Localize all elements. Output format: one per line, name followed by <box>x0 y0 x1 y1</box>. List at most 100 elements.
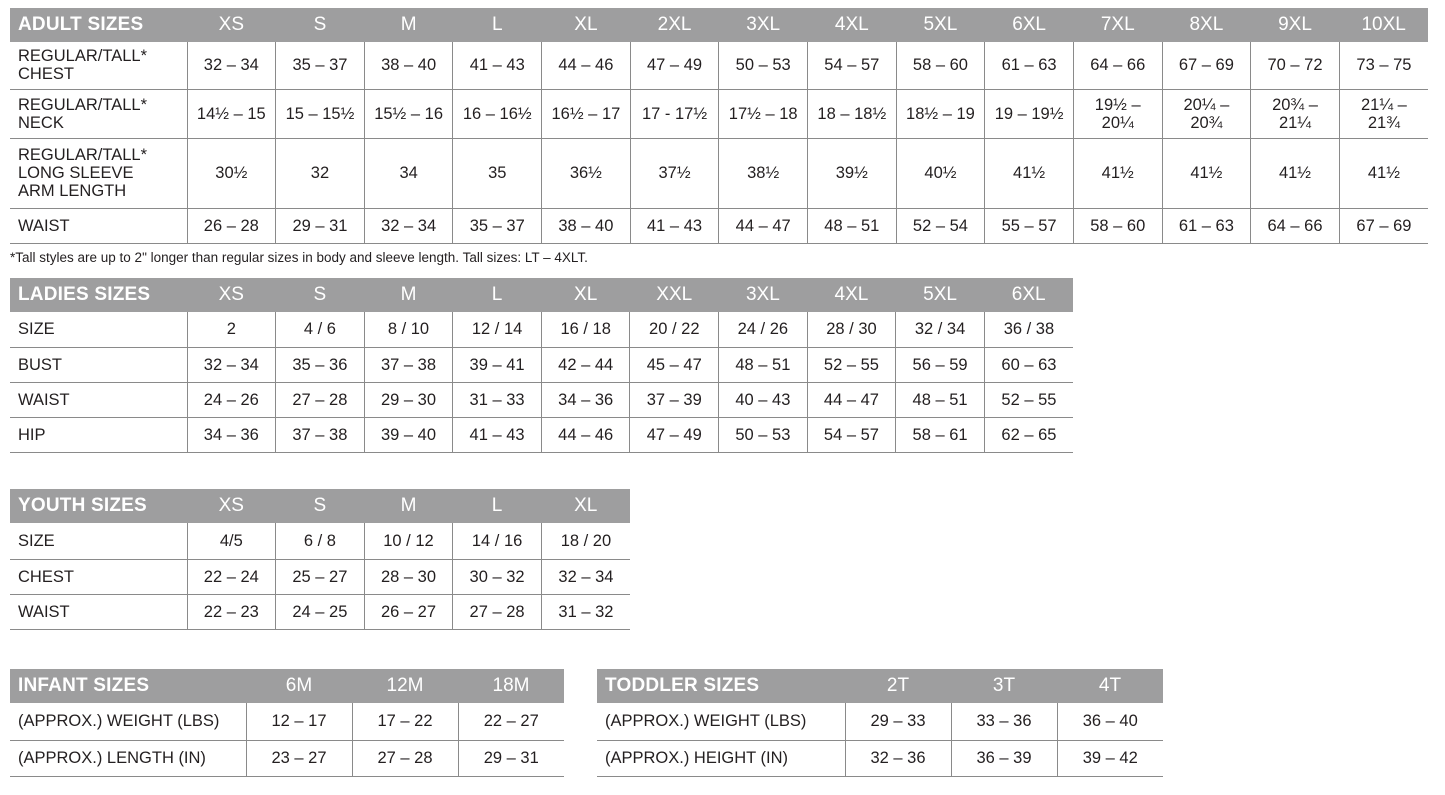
size-value: 54 – 57 <box>806 417 896 453</box>
header-row: YOUTH SIZES XS S M L XL <box>10 489 630 523</box>
size-value: 41½ <box>1072 138 1163 209</box>
size-value: 8 / 10 <box>363 312 453 348</box>
size-value: 31 – 32 <box>540 594 630 630</box>
size-value: 18½ – 19 <box>895 89 985 139</box>
size-value: 31 – 33 <box>452 382 542 418</box>
size-value: 47 – 49 <box>629 42 719 90</box>
size-header: 6M <box>246 669 352 703</box>
size-value: 41 – 43 <box>629 208 719 244</box>
size-value: 24 – 25 <box>275 594 365 630</box>
table-title: ADULT SIZES <box>10 8 188 42</box>
size-value: 32 / 34 <box>895 312 985 348</box>
size-header: 4XL <box>807 8 897 42</box>
row-label: (APPROX.) WEIGHT (LBS) <box>10 703 246 741</box>
size-value: 32 – 36 <box>844 740 951 777</box>
size-header: 3T <box>951 669 1057 703</box>
row-label: CHEST <box>10 559 187 595</box>
size-value: 4 / 6 <box>275 312 365 348</box>
size-value: 38½ <box>718 138 808 209</box>
size-value: 42 – 44 <box>540 347 630 383</box>
size-header: 7XL <box>1073 8 1163 42</box>
size-value: 73 – 75 <box>1338 42 1428 90</box>
table-row: REGULAR/TALL* NECK 14½ – 15 15 – 15½ 15½ – … <box>10 89 1428 139</box>
size-value: 30½ <box>186 138 276 209</box>
size-value: 52 – 54 <box>895 208 985 244</box>
size-value: 37 – 38 <box>363 347 453 383</box>
size-value: 36 / 38 <box>983 312 1073 348</box>
infant-sizes-table: INFANT SIZES 6M 12M 18M (APPROX.) WEIGHT (LB… <box>10 669 564 777</box>
size-value: 37 – 39 <box>629 382 719 418</box>
youth-sizes-table: YOUTH SIZES XS S M L XL SIZE 4/5 6 / 8 10 / 12 14 … <box>10 489 630 630</box>
size-value: 70 – 72 <box>1250 42 1340 90</box>
row-label: SIZE <box>10 523 187 560</box>
size-value: 41 – 43 <box>452 417 542 453</box>
table-title: LADIES SIZES <box>10 278 187 312</box>
size-value: 32 – 34 <box>186 42 276 90</box>
size-header: XXL <box>629 278 719 312</box>
size-header: 8XL <box>1162 8 1251 42</box>
header-row: LADIES SIZES XS S M L XL XXL 3XL 4XL 5XL 6XL <box>10 278 1073 312</box>
size-value: 20 / 22 <box>629 312 719 348</box>
table-row: HIP 34 – 36 37 – 38 39 – 40 41 – 43 44 – 46 47… <box>10 417 1073 453</box>
size-header: S <box>275 8 365 42</box>
size-value: 67 – 69 <box>1161 42 1251 90</box>
size-header: S <box>275 278 365 312</box>
size-value: 27 – 28 <box>452 594 542 630</box>
size-value: 35 – 36 <box>275 347 365 383</box>
size-header: M <box>364 8 453 42</box>
table-row: CHEST 22 – 24 25 – 27 28 – 30 30 – 32 32 – 34 <box>10 559 630 595</box>
size-value: 52 – 55 <box>806 347 896 383</box>
size-value: 47 – 49 <box>629 417 719 453</box>
size-value: 39 – 41 <box>452 347 542 383</box>
size-value: 34 <box>363 138 453 209</box>
size-value: 62 – 65 <box>983 417 1073 453</box>
size-value: 39 – 40 <box>363 417 453 453</box>
size-header: S <box>275 489 365 523</box>
size-value: 15 – 15½ <box>275 89 365 139</box>
size-value: 58 – 61 <box>895 417 985 453</box>
table-row: (APPROX.) LENGTH (IN) 23 – 27 27 – 28 29 – … <box>10 740 564 777</box>
size-value: 32 – 34 <box>540 559 630 595</box>
size-value: 4/5 <box>186 523 276 560</box>
size-value: 61 – 63 <box>1161 208 1251 244</box>
size-value: 2 <box>186 312 276 348</box>
table-title: INFANT SIZES <box>10 669 246 703</box>
size-value: 56 – 59 <box>895 347 985 383</box>
size-value: 22 – 24 <box>186 559 276 595</box>
size-value: 37 – 38 <box>275 417 365 453</box>
size-value: 17½ – 18 <box>718 89 808 139</box>
size-header: 10XL <box>1339 8 1428 42</box>
size-header: XS <box>187 278 276 312</box>
size-value: 34 – 36 <box>186 417 276 453</box>
size-value: 48 – 51 <box>895 382 985 418</box>
size-value: 29 – 30 <box>363 382 453 418</box>
size-value: 14½ – 15 <box>186 89 276 139</box>
size-value: 21¼ – 21¾ <box>1338 89 1428 139</box>
table-row: BUST 32 – 34 35 – 36 37 – 38 39 – 41 42 – 44 4… <box>10 347 1073 383</box>
size-value: 30 – 32 <box>452 559 542 595</box>
header-row: ADULT SIZES XS S M L XL 2XL 3XL 4XL 5XL 6XL 7XL 8XL 9… <box>10 8 1428 42</box>
size-header: XS <box>187 8 276 42</box>
size-value: 39 – 42 <box>1056 740 1163 777</box>
size-value: 26 – 28 <box>186 208 276 244</box>
size-value: 26 – 27 <box>363 594 453 630</box>
size-header: 9XL <box>1250 8 1340 42</box>
size-header: 6XL <box>984 278 1073 312</box>
size-value: 19½ – 20¼ <box>1072 89 1163 139</box>
size-header: 12M <box>352 669 458 703</box>
size-value: 36½ <box>541 138 631 209</box>
size-value: 29 – 33 <box>844 703 951 741</box>
table-row: WAIST 26 – 28 29 – 31 32 – 34 35 – 37 38 – 40… <box>10 208 1428 244</box>
size-value: 44 – 47 <box>806 382 896 418</box>
size-value: 14 / 16 <box>452 523 542 560</box>
size-value: 64 – 66 <box>1072 42 1163 90</box>
size-header: 18M <box>458 669 564 703</box>
size-value: 40 – 43 <box>718 382 808 418</box>
size-header: 3XL <box>718 278 808 312</box>
size-header: L <box>452 8 542 42</box>
size-value: 36 – 40 <box>1056 703 1163 741</box>
row-label: REGULAR/TALL* NECK <box>10 89 188 139</box>
size-value: 50 – 53 <box>718 417 808 453</box>
size-header: L <box>452 489 542 523</box>
size-header: XL <box>541 489 630 523</box>
